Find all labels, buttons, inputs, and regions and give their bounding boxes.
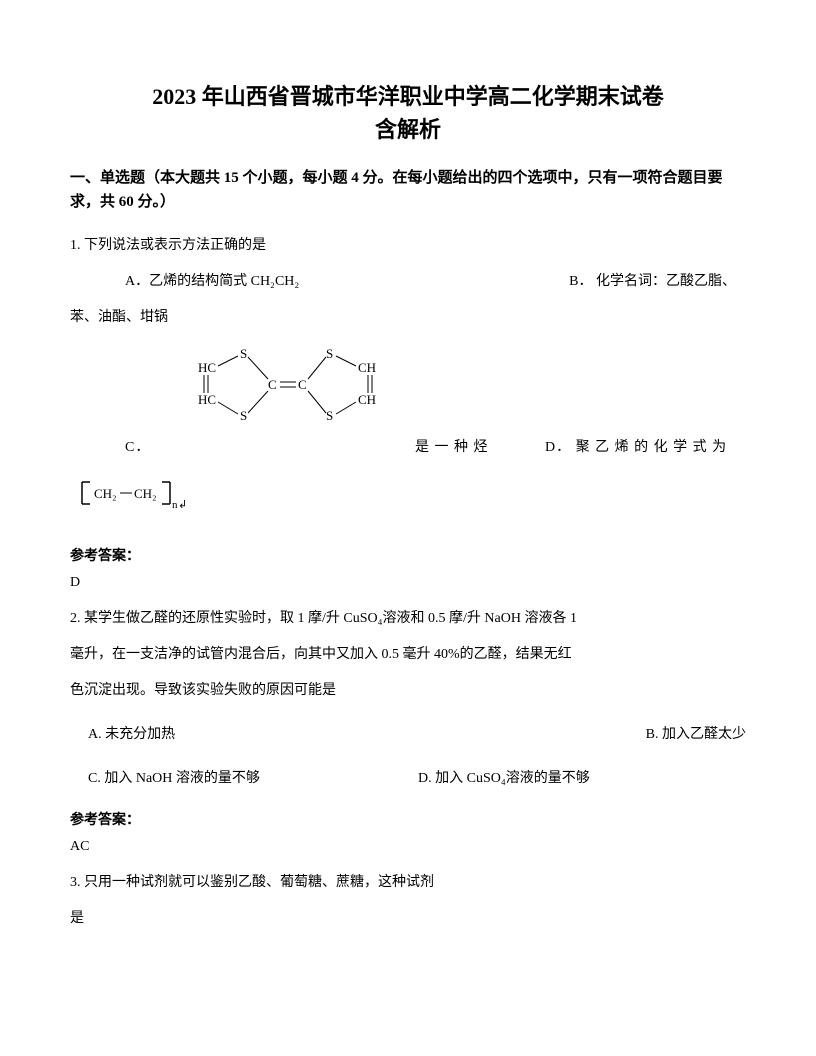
q1-line2: 苯、油酯、坩锅 xyxy=(70,304,746,332)
label-s-tr: S xyxy=(326,346,333,361)
q1-answer-label: 参考答案： xyxy=(70,545,746,565)
formula-ch2-l: CH₂ xyxy=(94,486,117,501)
label-c-r: C xyxy=(298,377,307,392)
formula-icon: CH₂ CH₂ n ↲ xyxy=(76,478,186,512)
title-line-2: 含解析 xyxy=(70,113,746,146)
q3-stem-1: 3. 只用一种试剂就可以鉴别乙酸、葡萄糖、蔗糖，这种试剂 xyxy=(70,869,746,897)
q1-stem: 1. 下列说法或表示方法正确的是 xyxy=(70,232,746,260)
molecule-icon: HC HC S S C C S S CH CH xyxy=(190,344,390,424)
title-line-1: 2023 年山西省晋城市华洋职业中学高二化学期末试卷 xyxy=(70,80,746,113)
q2-stem-1: 2. 某学生做乙醛的还原性实验时，取 1 摩/升 CuSO₄溶液和 0.5 摩/… xyxy=(70,605,746,633)
label-hc-tl: HC xyxy=(198,360,216,375)
q2-option-a: A. 未充分加热 xyxy=(88,721,175,749)
section-header: 一、单选题（本大题共 15 个小题，每小题 4 分。在每小题给出的四个选项中，只… xyxy=(70,166,746,214)
page-title: 2023 年山西省晋城市华洋职业中学高二化学期末试卷 含解析 xyxy=(70,80,746,146)
q1-answer: D xyxy=(70,575,746,591)
q2-stem-2: 毫升，在一支洁净的试管内混合后，向其中又加入 0.5 毫升 40%的乙醛，结果无… xyxy=(70,641,746,669)
q1-option-a: A．乙烯的结构简式 CH₂CH₂ xyxy=(70,268,299,296)
q2-option-c: C. 加入 NaOH 溶液的量不够 xyxy=(88,765,418,793)
label-s-br: S xyxy=(326,408,333,423)
label-ch-br: CH xyxy=(358,392,376,407)
polyethylene-formula: CH₂ CH₂ n ↲ xyxy=(76,478,186,512)
svg-text:↲: ↲ xyxy=(178,499,186,511)
q2-options-row2: C. 加入 NaOH 溶液的量不够 D. 加入 CuSO₄溶液的量不够 xyxy=(70,765,746,793)
q1-option-b: B． 化学名词：乙酸乙脂、 xyxy=(569,268,746,296)
q1-options-row2: C． 是 一 种 烃 D． 聚 乙 烯 的 化 学 式 为 xyxy=(70,434,746,462)
q3-stem-2: 是 xyxy=(70,905,746,933)
label-ch-tr: CH xyxy=(358,360,376,375)
q1-options-row1: A．乙烯的结构简式 CH₂CH₂ B． 化学名词：乙酸乙脂、 xyxy=(70,268,746,296)
q2-option-d: D. 加入 CuSO₄溶液的量不够 xyxy=(418,765,590,793)
q2-options-row1: A. 未充分加热 B. 加入乙醛太少 xyxy=(70,721,746,749)
q2-option-b: B. 加入乙醛太少 xyxy=(646,721,746,749)
label-c-l: C xyxy=(268,377,277,392)
q1-molecule-diagram: HC HC S S C C S S CH CH xyxy=(190,344,746,424)
label-hc-bl: HC xyxy=(198,392,216,407)
q2-stem-3: 色沉淀出现。导致该实验失败的原因可能是 xyxy=(70,677,746,705)
q1-option-c: C． xyxy=(125,434,415,462)
q2-answer-label: 参考答案： xyxy=(70,809,746,829)
q2-answer: AC xyxy=(70,839,746,855)
q1-option-c-text: 是 一 种 烃 xyxy=(415,434,545,462)
q1-option-d: D． 聚 乙 烯 的 化 学 式 为 xyxy=(545,434,727,462)
label-s-tl: S xyxy=(240,346,247,361)
label-s-bl: S xyxy=(240,408,247,423)
formula-ch2-r: CH₂ xyxy=(134,486,157,501)
